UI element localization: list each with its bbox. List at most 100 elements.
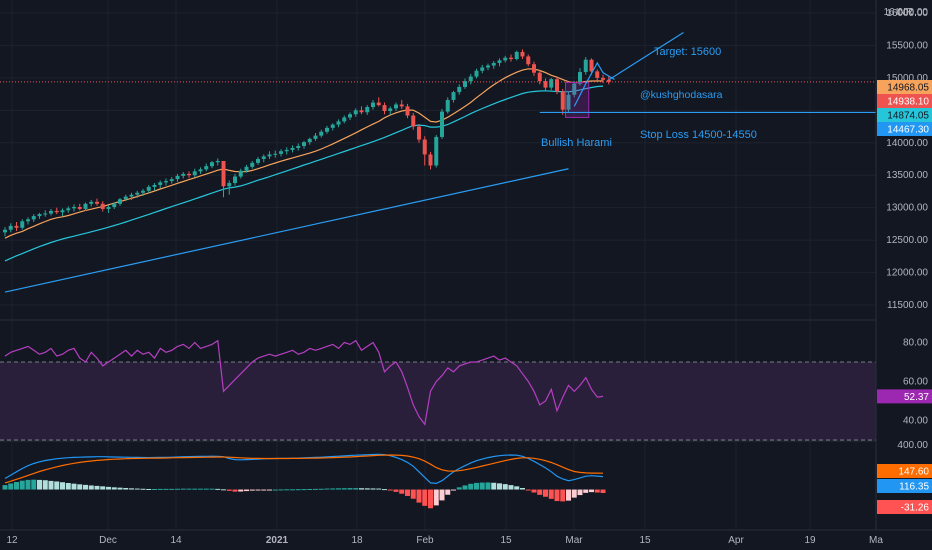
candle-body[interactable] xyxy=(175,175,180,180)
candle-body[interactable] xyxy=(26,219,30,222)
candle-body[interactable] xyxy=(267,154,272,157)
candle-body[interactable] xyxy=(376,102,381,106)
candle-body[interactable] xyxy=(336,121,341,125)
candle-body[interactable] xyxy=(606,79,611,82)
candle-body[interactable] xyxy=(382,105,387,111)
candle-body[interactable] xyxy=(394,104,398,109)
candle-body[interactable] xyxy=(451,92,456,100)
candle-body[interactable] xyxy=(503,57,508,61)
candle-body[interactable] xyxy=(72,207,76,209)
candle-body[interactable] xyxy=(95,201,99,204)
candle-body[interactable] xyxy=(532,64,536,73)
candle-body[interactable] xyxy=(227,183,232,187)
candle-body[interactable] xyxy=(14,225,19,228)
candle-body[interactable] xyxy=(31,216,36,220)
candle-body[interactable] xyxy=(434,136,439,166)
candle-body[interactable] xyxy=(37,214,42,217)
candle-body[interactable] xyxy=(100,203,105,209)
candle-body[interactable] xyxy=(371,102,375,108)
candle-body[interactable] xyxy=(279,151,283,154)
candle-body[interactable] xyxy=(572,83,577,95)
candle-body[interactable] xyxy=(221,160,226,187)
candle-body[interactable] xyxy=(526,56,531,65)
candle-body[interactable] xyxy=(560,91,565,110)
candle-body[interactable] xyxy=(273,153,278,155)
candle-body[interactable] xyxy=(440,111,444,137)
candle-body[interactable] xyxy=(307,138,312,143)
candle-body[interactable] xyxy=(250,162,255,167)
candle-body[interactable] xyxy=(238,170,243,177)
candle-body[interactable] xyxy=(290,147,295,150)
candle-body[interactable] xyxy=(549,79,554,88)
candle-body[interactable] xyxy=(595,71,600,78)
candle-body[interactable] xyxy=(319,131,324,136)
candle-body[interactable] xyxy=(445,99,450,112)
candle-body[interactable] xyxy=(20,221,25,228)
candle-body[interactable] xyxy=(468,76,473,82)
candle-body[interactable] xyxy=(49,210,53,214)
candle-body[interactable] xyxy=(589,59,594,72)
candle-body[interactable] xyxy=(313,135,318,139)
candle-body[interactable] xyxy=(89,201,94,204)
target-line[interactable] xyxy=(608,31,684,81)
candle-body[interactable] xyxy=(244,166,249,171)
candle-body[interactable] xyxy=(474,70,479,77)
candle-body[interactable] xyxy=(43,213,48,215)
candle-body[interactable] xyxy=(3,229,7,233)
candle-body[interactable] xyxy=(112,203,117,208)
candle-body[interactable] xyxy=(135,192,140,195)
candle-body[interactable] xyxy=(330,124,335,128)
candle-body[interactable] xyxy=(417,126,421,140)
candle-body[interactable] xyxy=(164,181,168,183)
candle-body[interactable] xyxy=(296,146,301,148)
candle-body[interactable] xyxy=(428,154,433,166)
candle-body[interactable] xyxy=(543,81,548,88)
projection-path[interactable] xyxy=(573,61,615,107)
candle-body[interactable] xyxy=(583,59,588,73)
candle-body[interactable] xyxy=(198,169,203,172)
candle-body[interactable] xyxy=(192,171,197,176)
candle-body[interactable] xyxy=(497,60,502,63)
candle-body[interactable] xyxy=(261,156,266,159)
candle-body[interactable] xyxy=(181,173,186,176)
candle-body[interactable] xyxy=(60,210,65,213)
candle-body[interactable] xyxy=(146,186,151,191)
candle-body[interactable] xyxy=(169,179,174,182)
candle-body[interactable] xyxy=(284,149,289,152)
candle-body[interactable] xyxy=(106,207,111,209)
candle-body[interactable] xyxy=(123,196,128,200)
candle-body[interactable] xyxy=(54,210,59,213)
candle-body[interactable] xyxy=(129,194,134,197)
candle-body[interactable] xyxy=(256,159,260,163)
candle-body[interactable] xyxy=(514,51,519,60)
candle-body[interactable] xyxy=(187,173,191,176)
trendline[interactable] xyxy=(4,168,569,293)
candle-body[interactable] xyxy=(77,207,82,209)
candle-body[interactable] xyxy=(457,86,462,93)
candle-body[interactable] xyxy=(342,117,347,122)
candle-body[interactable] xyxy=(411,115,416,127)
candle-body[interactable] xyxy=(215,160,220,163)
candle-body[interactable] xyxy=(353,110,358,115)
candle-body[interactable] xyxy=(388,108,393,111)
candle-body[interactable] xyxy=(325,127,329,132)
candle-body[interactable] xyxy=(555,79,559,92)
candle-body[interactable] xyxy=(520,51,525,57)
candle-body[interactable] xyxy=(365,107,370,113)
candle-body[interactable] xyxy=(158,182,163,185)
candle-body[interactable] xyxy=(566,94,571,110)
candle-body[interactable] xyxy=(204,166,209,170)
candle-body[interactable] xyxy=(480,67,485,71)
candle-body[interactable] xyxy=(233,176,237,184)
candle-body[interactable] xyxy=(463,81,467,87)
candle-body[interactable] xyxy=(405,106,410,116)
candle-body[interactable] xyxy=(83,203,88,209)
candle-body[interactable] xyxy=(302,142,306,147)
candle-body[interactable] xyxy=(486,65,490,68)
candle-body[interactable] xyxy=(348,114,352,118)
candle-body[interactable] xyxy=(66,208,71,211)
candle-body[interactable] xyxy=(422,139,427,155)
candle-body[interactable] xyxy=(578,72,582,84)
candle-body[interactable] xyxy=(152,184,157,187)
